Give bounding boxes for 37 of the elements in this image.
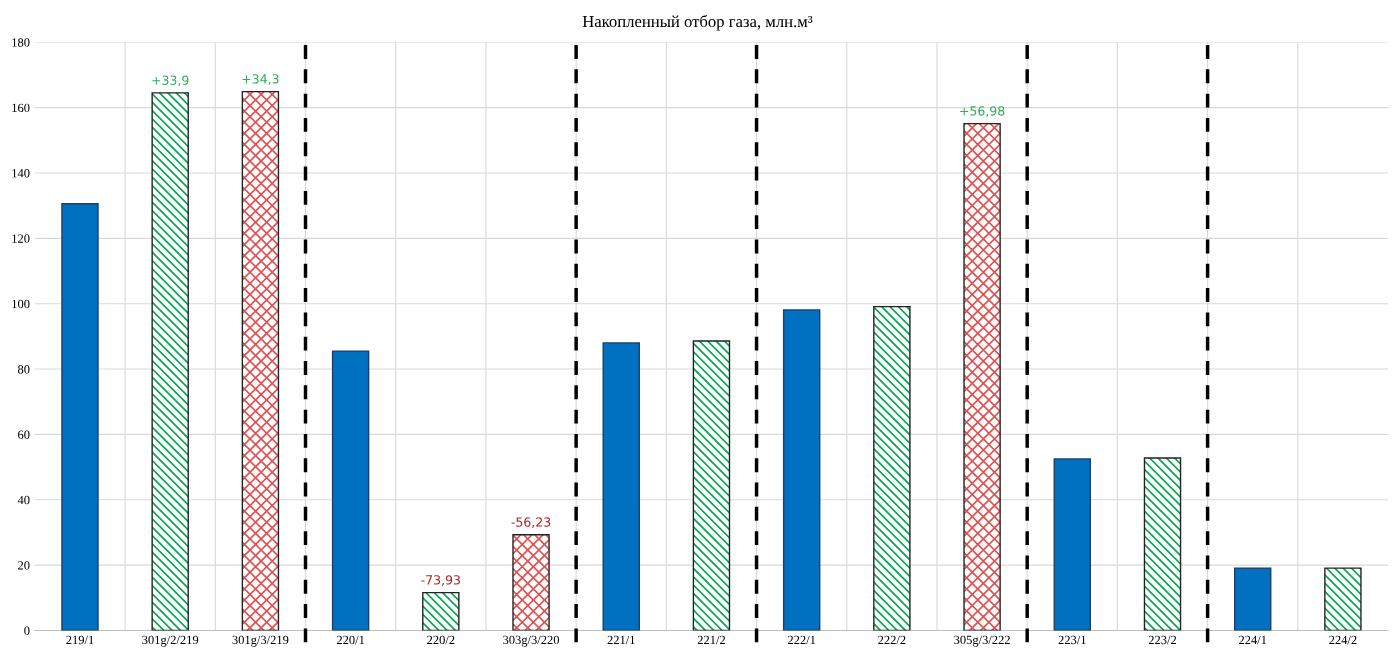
chart-title: Накопленный отбор газа, млн.м³: [582, 15, 813, 31]
x-tick-label: 222/2: [878, 635, 906, 645]
y-tick-label: 60: [18, 430, 30, 439]
y-tick-label: 180: [12, 38, 30, 47]
x-tick-label: 222/1: [787, 635, 816, 645]
x-tick-label: 220/1: [336, 635, 365, 645]
bar: [61, 202, 99, 631]
x-tick-label: 305g/3/222: [954, 635, 1010, 647]
y-tick-label: 100: [12, 299, 30, 309]
y-tick-label: 20: [18, 561, 30, 570]
y-tick-label: 40: [17, 495, 30, 505]
x-tick-label: 223/1: [1058, 635, 1086, 645]
bar: [602, 342, 640, 631]
bar: [1233, 567, 1272, 631]
y-tick-label: 0: [24, 626, 30, 635]
bar: [1053, 458, 1092, 631]
x-tick-label: 223/2: [1148, 635, 1177, 645]
x-tick-label: 301g/2/219: [142, 635, 199, 647]
bar: [331, 350, 370, 631]
annotation: +34,3: [242, 74, 279, 85]
bar: [782, 309, 821, 631]
x-tick-label: 224/1: [1239, 635, 1267, 645]
annotation: -73,93: [421, 575, 460, 586]
annotation: +56,98: [960, 106, 1005, 117]
x-tick-label: 301g/3/219: [232, 635, 289, 647]
annotation: -56,23: [511, 517, 551, 529]
annotation: +33,9: [152, 75, 189, 87]
x-tick-label: 219/1: [66, 635, 94, 645]
y-tick-label: 80: [17, 365, 30, 374]
x-tick-label: 221/1: [607, 635, 635, 645]
y-tick-label: 120: [12, 234, 30, 243]
x-tick-label: 224/2: [1329, 635, 1357, 645]
y-tick-label: 140: [12, 169, 30, 178]
x-tick-label: 220/2: [427, 635, 455, 645]
x-tick-label: 221/2: [697, 635, 725, 645]
y-tick-label: 160: [12, 103, 30, 113]
x-tick-label: 303g/3/220: [503, 635, 560, 647]
